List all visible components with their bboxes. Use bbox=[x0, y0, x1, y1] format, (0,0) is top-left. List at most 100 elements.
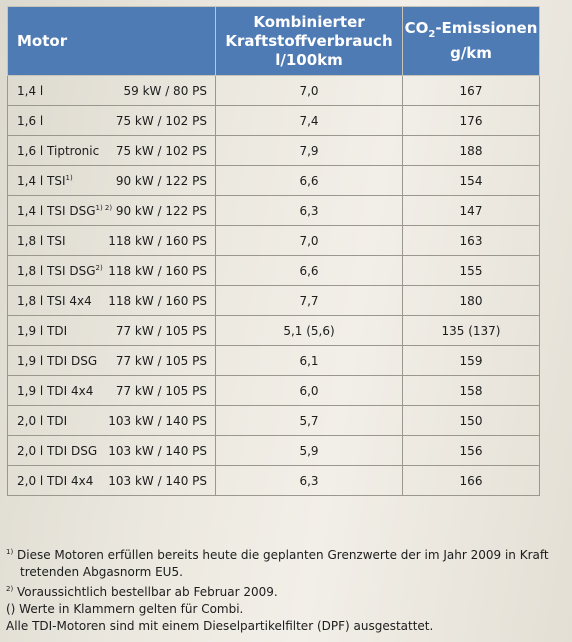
cell-consumption: 7,9 bbox=[215, 135, 403, 166]
cell-consumption: 6,1 bbox=[215, 345, 403, 376]
footnote-1-line2: tretenden Abgasnorm EU5. bbox=[20, 565, 183, 579]
table-row: 1,8 l TSI 118 kW / 160 PS 7,0 163 bbox=[7, 225, 540, 256]
cell-co2: 159 bbox=[402, 345, 540, 376]
cell-co2: 154 bbox=[402, 165, 540, 196]
cell-consumption: 6,6 bbox=[215, 255, 403, 286]
header-consumption-unit: l/100km bbox=[275, 50, 343, 69]
footnote-2: 2) Voraussichtlich bestellbar ab Februar… bbox=[6, 581, 566, 601]
cell-consumption: 6,6 bbox=[215, 165, 403, 196]
cell-co2: 180 bbox=[402, 285, 540, 316]
engine-name: 1,4 l bbox=[17, 84, 43, 98]
engine-power: 59 kW / 80 PS bbox=[123, 83, 207, 98]
engine-label: 1,8 l TSI 4x4 bbox=[17, 293, 92, 308]
engine-name: 1,4 l TSI DSG1) 2) bbox=[17, 204, 112, 218]
cell-consumption: 7,0 bbox=[215, 75, 403, 106]
table-row: 2,0 l TDI 103 kW / 140 PS 5,7 150 bbox=[7, 405, 540, 436]
table-row: 1,4 l TSI DSG1) 2) 90 kW / 122 PS 6,3 147 bbox=[7, 195, 540, 226]
engine-label: 1,8 l TSI bbox=[17, 233, 66, 248]
cell-co2: 147 bbox=[402, 195, 540, 226]
engine-label: 1,6 l bbox=[17, 113, 44, 128]
table-row: 1,8 l TSI DSG2) 118 kW / 160 PS 6,6 155 bbox=[7, 255, 540, 286]
cell-co2: 150 bbox=[402, 405, 540, 436]
engine-power: 90 kW / 122 PS bbox=[115, 173, 207, 188]
engine-label: 1,4 l bbox=[17, 83, 44, 98]
engine-power: 90 kW / 122 PS bbox=[115, 203, 207, 218]
cell-consumption: 6,0 bbox=[215, 375, 403, 406]
cell-motor: 1,8 l TSI 4x4 118 kW / 160 PS bbox=[7, 285, 216, 316]
cell-co2: 163 bbox=[402, 225, 540, 256]
footnote-2-mark: 2) bbox=[6, 585, 14, 593]
cell-consumption: 7,0 bbox=[215, 225, 403, 256]
table-row: 1,6 l 75 kW / 102 PS 7,4 176 bbox=[7, 105, 540, 136]
cell-co2: 155 bbox=[402, 255, 540, 286]
header-co2-pre: CO bbox=[404, 19, 429, 37]
cell-co2: 188 bbox=[402, 135, 540, 166]
engine-power: 103 kW / 140 PS bbox=[108, 473, 207, 488]
engine-power: 77 kW / 105 PS bbox=[115, 353, 207, 368]
engine-name: 1,8 l TSI 4x4 bbox=[17, 294, 92, 308]
engine-spec-table: Motor Kombinierter Kraftstoffverbrauch l… bbox=[7, 6, 540, 496]
engine-name: 1,6 l Tiptronic bbox=[17, 144, 99, 158]
engine-power: 75 kW / 102 PS bbox=[115, 113, 207, 128]
cell-motor: 1,4 l TSI DSG1) 2) 90 kW / 122 PS bbox=[7, 195, 216, 226]
cell-motor: 1,8 l TSI DSG2) 118 kW / 160 PS bbox=[7, 255, 216, 286]
header-consumption: Kombinierter Kraftstoffverbrauch l/100km bbox=[215, 6, 403, 76]
engine-label: 2,0 l TDI 4x4 bbox=[17, 473, 94, 488]
footnote-2-text: Voraussichtlich bestellbar ab Februar 20… bbox=[17, 585, 278, 599]
cell-motor: 1,6 l Tiptronic 75 kW / 102 PS bbox=[7, 135, 216, 166]
table-row: 1,8 l TSI 4x4 118 kW / 160 PS 7,7 180 bbox=[7, 285, 540, 316]
cell-motor: 2,0 l TDI 4x4 103 kW / 140 PS bbox=[7, 465, 216, 496]
cell-motor: 1,9 l TDI DSG 77 kW / 105 PS bbox=[7, 345, 216, 376]
cell-co2: 167 bbox=[402, 75, 540, 106]
table-row: 1,6 l Tiptronic 75 kW / 102 PS 7,9 188 bbox=[7, 135, 540, 166]
cell-motor: 1,4 l 59 kW / 80 PS bbox=[7, 75, 216, 106]
cell-motor: 1,9 l TDI 77 kW / 105 PS bbox=[7, 315, 216, 346]
engine-name: 1,4 l TSI1) bbox=[17, 174, 73, 188]
cell-consumption: 5,7 bbox=[215, 405, 403, 436]
engine-footnote-mark: 1) bbox=[65, 173, 73, 182]
engine-label: 1,9 l TDI bbox=[17, 323, 68, 338]
table-row: 1,4 l TSI1) 90 kW / 122 PS 6,6 154 bbox=[7, 165, 540, 196]
engine-name: 1,8 l TSI bbox=[17, 234, 66, 248]
engine-name: 2,0 l TDI DSG bbox=[17, 444, 97, 458]
engine-power: 118 kW / 160 PS bbox=[108, 263, 207, 278]
engine-name: 2,0 l TDI 4x4 bbox=[17, 474, 93, 488]
cell-consumption: 7,7 bbox=[215, 285, 403, 316]
header-co2-post: -Emissionen bbox=[435, 19, 538, 37]
engine-label: 1,9 l TDI 4x4 bbox=[17, 383, 94, 398]
table-header: Motor Kombinierter Kraftstoffverbrauch l… bbox=[7, 6, 540, 76]
table-row: 2,0 l TDI 4x4 103 kW / 140 PS 6,3 166 bbox=[7, 465, 540, 496]
engine-name: 1,9 l TDI 4x4 bbox=[17, 384, 93, 398]
header-motor: Motor bbox=[7, 6, 216, 76]
cell-consumption: 6,3 bbox=[215, 465, 403, 496]
cell-motor: 1,6 l 75 kW / 102 PS bbox=[7, 105, 216, 136]
footnote-1: 1) Diese Motoren erfüllen bereits heute … bbox=[6, 544, 566, 581]
cell-motor: 1,8 l TSI 118 kW / 160 PS bbox=[7, 225, 216, 256]
cell-consumption: 7,4 bbox=[215, 105, 403, 136]
footnotes: 1) Diese Motoren erfüllen bereits heute … bbox=[6, 544, 566, 635]
cell-co2: 135 (137) bbox=[402, 315, 540, 346]
engine-power: 77 kW / 105 PS bbox=[115, 323, 207, 338]
engine-name: 1,8 l TSI DSG2) bbox=[17, 264, 103, 278]
engine-name: 1,9 l TDI bbox=[17, 324, 67, 338]
header-co2: CO2-Emissionen g/km bbox=[402, 6, 540, 76]
table-body: 1,4 l 59 kW / 80 PS 7,0 167 1,6 l 75 kW / 102… bbox=[7, 75, 540, 496]
footnote-1-mark: 1) bbox=[6, 548, 14, 556]
header-consumption-line1: Kombinierter bbox=[253, 12, 365, 31]
engine-power: 118 kW / 160 PS bbox=[108, 233, 207, 248]
engine-footnote-mark: 2) bbox=[95, 263, 103, 272]
engine-label: 2,0 l TDI bbox=[17, 413, 68, 428]
cell-consumption: 5,1 (5,6) bbox=[215, 315, 403, 346]
engine-name: 1,6 l bbox=[17, 114, 43, 128]
engine-power: 103 kW / 140 PS bbox=[108, 413, 207, 428]
engine-name: 2,0 l TDI bbox=[17, 414, 67, 428]
table-row: 2,0 l TDI DSG 103 kW / 140 PS 5,9 156 bbox=[7, 435, 540, 466]
engine-footnote-mark: 1) 2) bbox=[95, 203, 113, 212]
cell-co2: 158 bbox=[402, 375, 540, 406]
engine-power: 103 kW / 140 PS bbox=[108, 443, 207, 458]
engine-power: 75 kW / 102 PS bbox=[115, 143, 207, 158]
engine-label: 1,9 l TDI DSG bbox=[17, 353, 98, 368]
table-row: 1,9 l TDI DSG 77 kW / 105 PS 6,1 159 bbox=[7, 345, 540, 376]
engine-power: 118 kW / 160 PS bbox=[108, 293, 207, 308]
